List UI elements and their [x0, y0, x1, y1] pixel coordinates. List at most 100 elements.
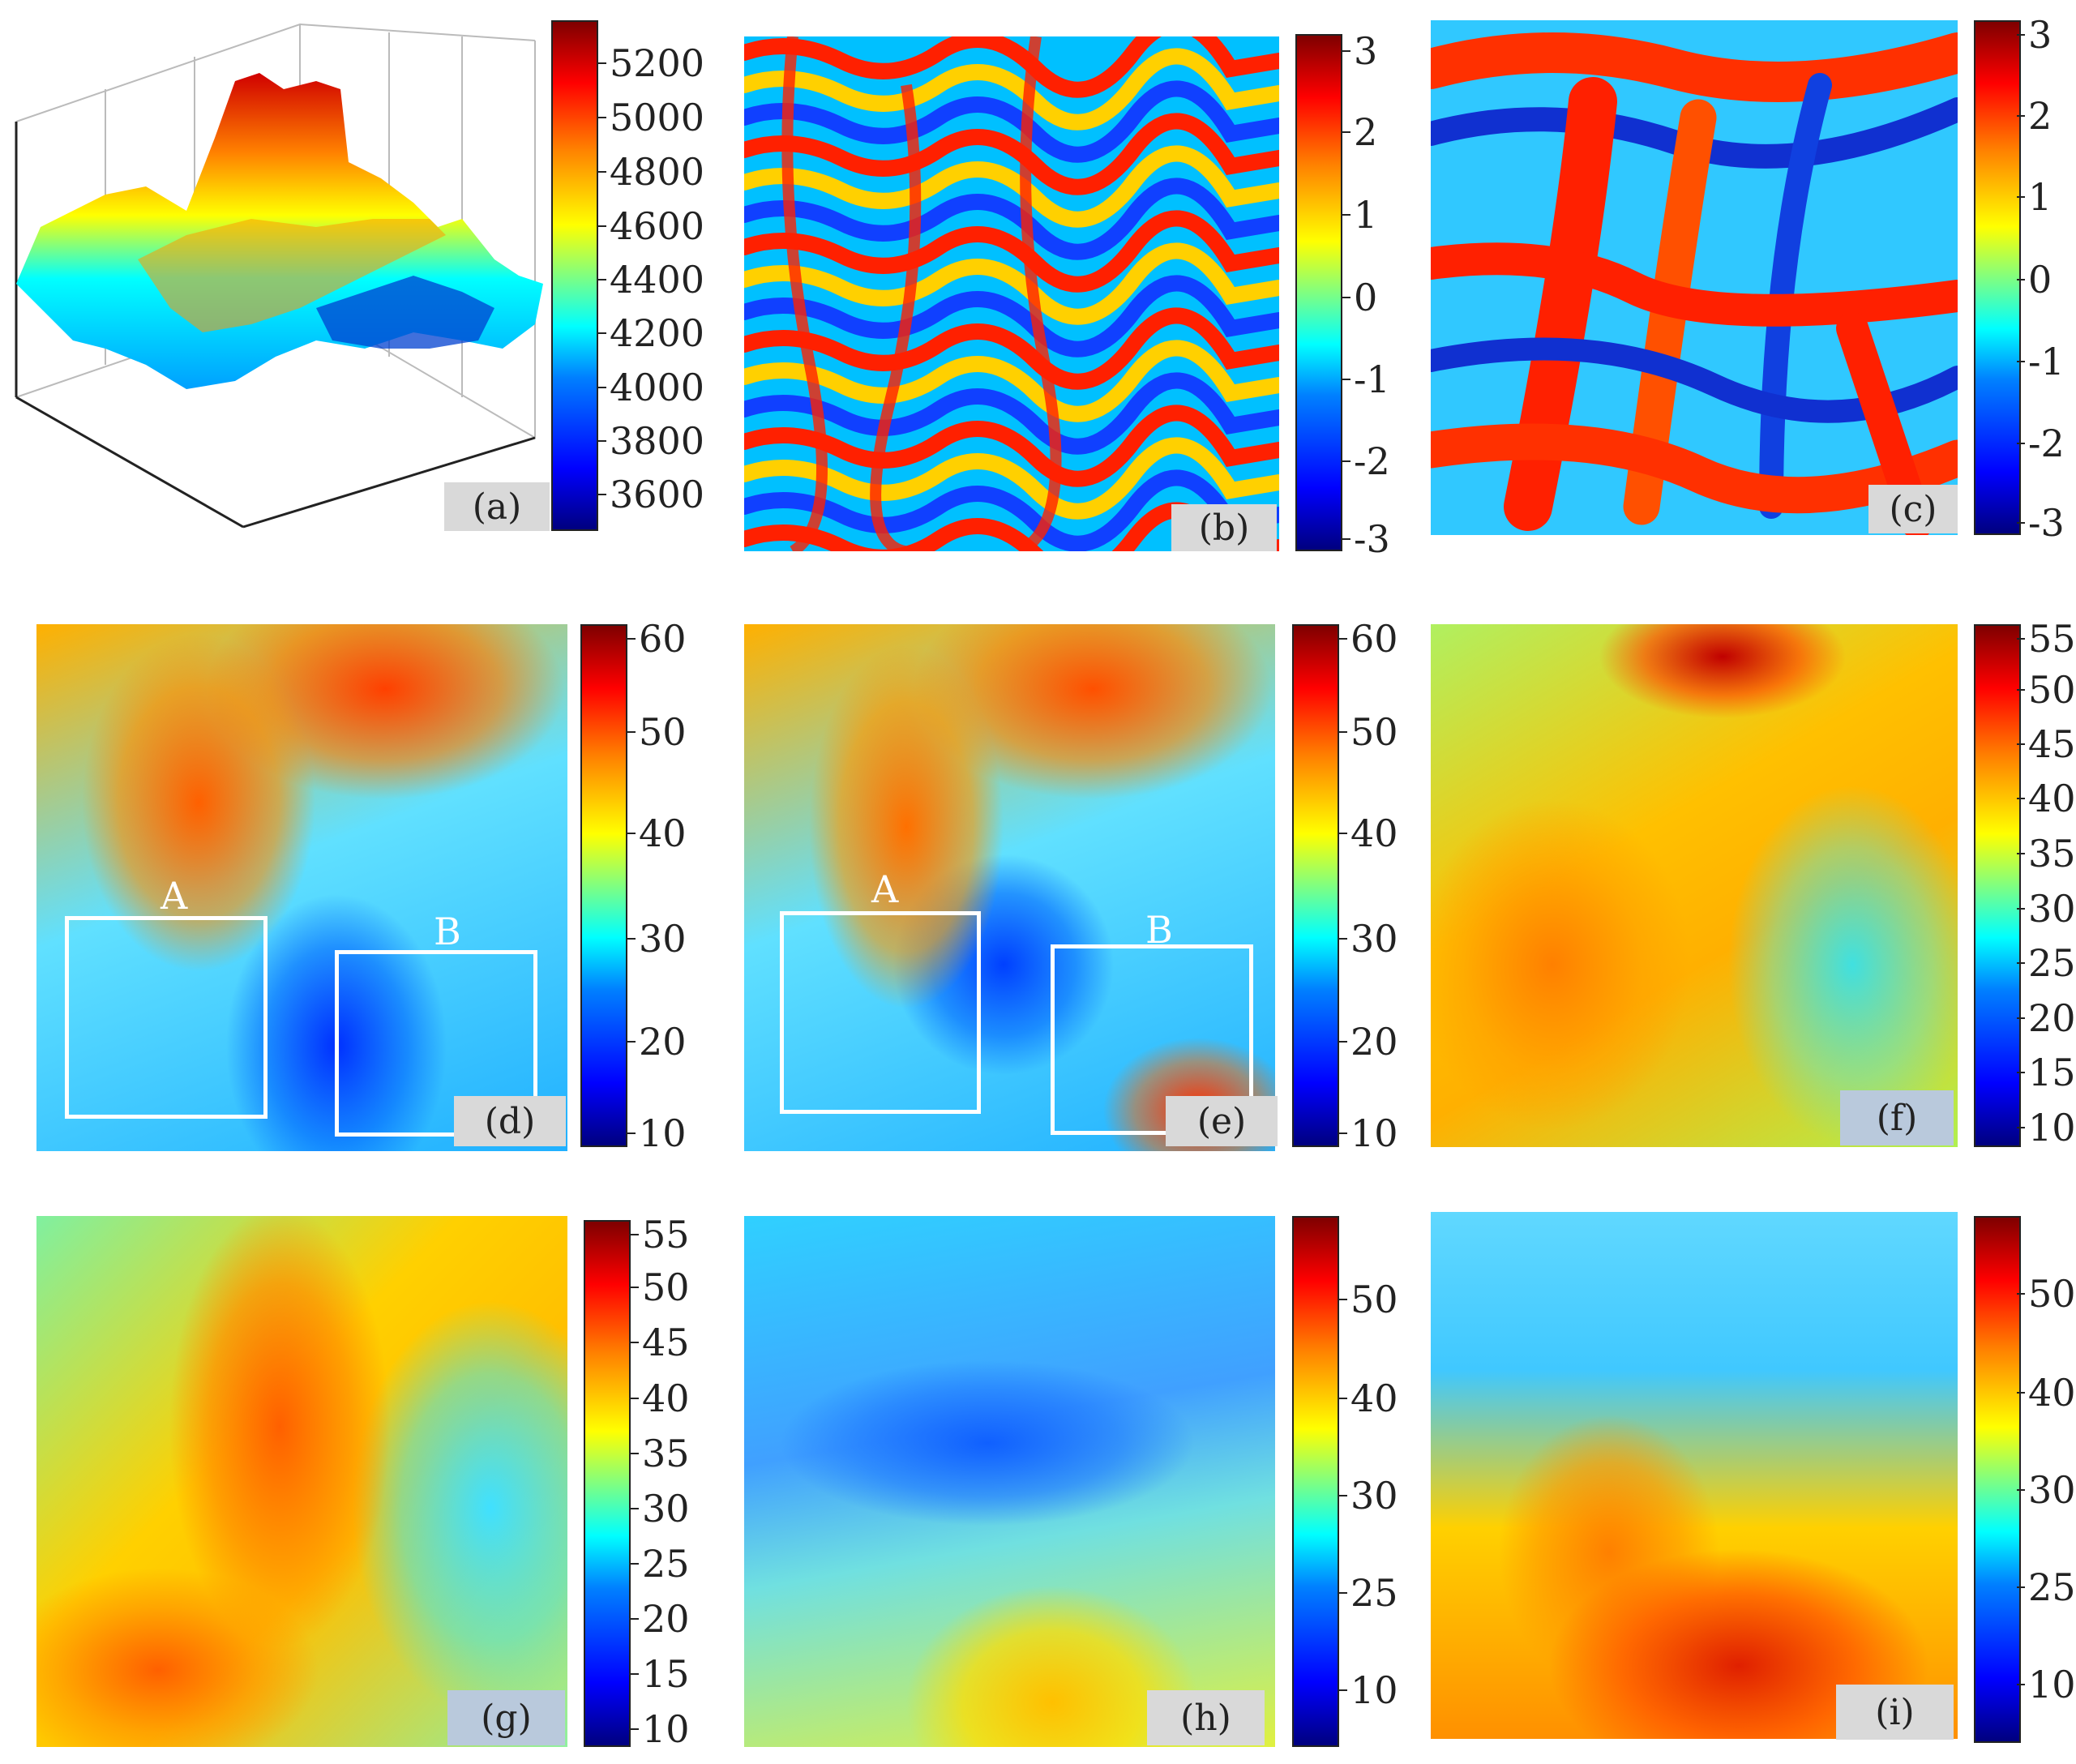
- colorbar-tick: 55: [2017, 617, 2076, 661]
- region-box-a: [780, 911, 981, 1114]
- colorbar-tick: 3800: [597, 419, 705, 463]
- region-box-a: [65, 916, 268, 1119]
- panel-a-colorbar: [551, 20, 598, 531]
- colorbar-tick: -1: [1342, 358, 1390, 401]
- colorbar-tick: 50: [631, 1265, 690, 1309]
- panel-g-colorbar: [584, 1220, 631, 1747]
- panel-d-colorbar: [580, 624, 627, 1147]
- colorbar-tick: -1: [2017, 340, 2065, 383]
- colorbar-tick: 30: [2017, 887, 2076, 931]
- colorbar-tick: 40: [2017, 777, 2076, 820]
- colorbar-tick: 10: [627, 1111, 687, 1155]
- panel-e-unwrapped-image: [744, 624, 1275, 1151]
- colorbar-tick: 1: [2016, 175, 2052, 219]
- panel-b-colorbar: [1295, 34, 1342, 551]
- panel-c-phase-image: [1431, 20, 1958, 535]
- region-box-b: [335, 950, 537, 1137]
- panel-h-unwrapped-image: [744, 1216, 1275, 1747]
- colorbar-tick: 20: [2017, 996, 2076, 1040]
- region-label-b: B: [1145, 908, 1173, 952]
- colorbar-tick: 4200: [597, 311, 705, 355]
- colorbar-tick: 10: [1339, 1668, 1398, 1712]
- colorbar-tick: 10: [2017, 1663, 2076, 1706]
- panel-a-label: (a): [444, 482, 550, 531]
- region-label-b: B: [434, 910, 461, 953]
- colorbar-tick: 55: [631, 1213, 690, 1257]
- panel-g-label: (g): [447, 1690, 565, 1745]
- colorbar-tick: -2: [2017, 422, 2065, 465]
- colorbar-tick: 60: [627, 617, 687, 661]
- colorbar-tick: 60: [1339, 617, 1398, 661]
- panel-f-colorbar: [1974, 624, 2021, 1147]
- panel-f-unwrapped-image: [1431, 624, 1958, 1147]
- panel-c-label: (c): [1868, 485, 1958, 533]
- panel-g-unwrapped-image: [36, 1216, 567, 1747]
- colorbar-tick: 20: [627, 1020, 687, 1064]
- colorbar-tick: 25: [2017, 941, 2076, 985]
- panel-i-label: (i): [1836, 1685, 1954, 1740]
- colorbar-tick: 4000: [597, 366, 705, 409]
- colorbar-tick: 30: [627, 917, 687, 961]
- colorbar-tick: 3600: [597, 473, 705, 516]
- colorbar-tick: 3: [2016, 13, 2052, 57]
- panel-b-label: (b): [1171, 504, 1277, 551]
- panel-i-unwrapped-image: [1431, 1212, 1958, 1739]
- colorbar-tick: 5200: [597, 41, 705, 85]
- colorbar-tick: 20: [631, 1597, 690, 1641]
- colorbar-tick: 50: [1339, 1278, 1398, 1321]
- colorbar-tick: 10: [631, 1707, 690, 1751]
- colorbar-tick: 4600: [597, 204, 705, 248]
- colorbar-tick: 50: [627, 710, 687, 754]
- colorbar-tick: 5000: [597, 96, 705, 139]
- colorbar-tick: 0: [1342, 276, 1378, 319]
- panel-h-colorbar: [1292, 1216, 1339, 1747]
- panel-h-label: (h): [1147, 1690, 1265, 1745]
- panel-b-wrapped-phase-image: [744, 36, 1279, 551]
- colorbar-tick: 50: [1339, 710, 1398, 754]
- panel-a-3d-surface: [8, 16, 543, 535]
- colorbar-tick: 30: [1339, 1474, 1398, 1518]
- colorbar-tick: 50: [2017, 668, 2076, 712]
- region-label-a: A: [161, 874, 188, 918]
- colorbar-tick: 40: [1339, 1377, 1398, 1420]
- panel-e-label: (e): [1166, 1096, 1278, 1146]
- colorbar-tick: 10: [1339, 1111, 1398, 1155]
- colorbar-tick: -3: [1342, 517, 1390, 561]
- colorbar-tick: 2: [1342, 110, 1378, 154]
- colorbar-tick: 35: [2017, 832, 2076, 876]
- colorbar-tick: -3: [2017, 501, 2065, 545]
- colorbar-tick: 2: [2016, 94, 2052, 138]
- colorbar-tick: 0: [2016, 258, 2052, 302]
- colorbar-tick: 40: [1339, 811, 1398, 855]
- colorbar-tick: 10: [2017, 1106, 2076, 1150]
- colorbar-tick: 1: [1342, 193, 1378, 237]
- panel-d-unwrapped-image: [36, 624, 567, 1151]
- colorbar-tick: 15: [631, 1652, 690, 1696]
- colorbar-tick: 3: [1342, 29, 1378, 73]
- region-box-b: [1051, 944, 1253, 1135]
- colorbar-tick: 30: [631, 1487, 690, 1531]
- colorbar-tick: 35: [631, 1432, 690, 1475]
- panel-i-colorbar: [1974, 1216, 2021, 1743]
- colorbar-tick: 4400: [597, 258, 705, 302]
- colorbar-tick: 40: [2017, 1371, 2076, 1415]
- colorbar-tick: 30: [1339, 917, 1398, 961]
- colorbar-tick: 40: [631, 1377, 690, 1420]
- colorbar-tick: 50: [2017, 1272, 2076, 1316]
- region-label-a: A: [871, 867, 899, 911]
- panel-d-label: (d): [454, 1096, 566, 1146]
- colorbar-tick: 30: [2017, 1468, 2076, 1512]
- colorbar-tick: 40: [627, 811, 687, 855]
- colorbar-tick: 45: [2017, 722, 2076, 766]
- panel-c-colorbar: [1974, 20, 2021, 535]
- panel-f-label: (f): [1840, 1090, 1954, 1145]
- colorbar-tick: 25: [631, 1542, 690, 1586]
- colorbar-tick: 15: [2017, 1051, 2076, 1094]
- colorbar-tick: 45: [631, 1321, 690, 1364]
- panel-e-colorbar: [1292, 624, 1339, 1147]
- colorbar-tick: 25: [1339, 1571, 1398, 1615]
- colorbar-tick: 25: [2017, 1565, 2076, 1609]
- colorbar-tick: 4800: [597, 150, 705, 194]
- colorbar-tick: -2: [1342, 439, 1390, 483]
- colorbar-tick: 20: [1339, 1020, 1398, 1064]
